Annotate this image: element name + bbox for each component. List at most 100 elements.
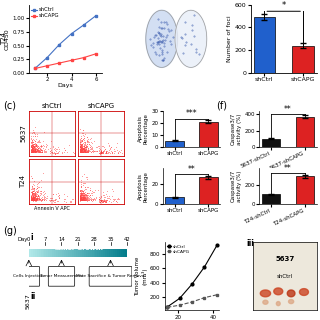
Point	[104, 151, 109, 156]
Point	[78, 197, 83, 202]
Polygon shape	[289, 300, 294, 304]
Point	[82, 195, 87, 200]
Point	[29, 195, 35, 200]
Point	[78, 196, 83, 202]
Point	[35, 196, 40, 202]
Point	[103, 198, 108, 203]
Point	[99, 150, 104, 156]
Point	[83, 196, 88, 201]
Point	[77, 144, 83, 149]
Point	[35, 144, 40, 149]
Bar	[72, 249, 74, 257]
Point	[34, 148, 39, 153]
Point	[80, 132, 85, 138]
Point	[82, 149, 87, 154]
Point	[82, 192, 87, 197]
Point	[120, 151, 125, 156]
Point	[79, 192, 84, 197]
Point	[39, 148, 44, 153]
Point	[79, 146, 84, 151]
Point	[40, 197, 45, 203]
Point	[35, 189, 40, 195]
Point	[44, 197, 49, 203]
Point	[68, 199, 73, 204]
Point	[32, 144, 37, 149]
Point	[32, 197, 37, 202]
Point	[78, 148, 83, 153]
Point	[96, 150, 101, 155]
Point	[78, 195, 84, 200]
Point	[34, 142, 39, 148]
Point	[104, 149, 109, 154]
Point	[49, 148, 54, 153]
Point	[30, 188, 36, 193]
Point	[80, 195, 85, 200]
Point	[95, 149, 100, 154]
Point	[80, 149, 85, 154]
Point	[80, 188, 85, 193]
Point	[84, 148, 89, 154]
Bar	[35, 249, 37, 257]
Point	[78, 190, 84, 195]
Point	[83, 197, 88, 202]
Point	[78, 148, 83, 153]
Point	[33, 148, 38, 154]
Point	[93, 194, 98, 199]
Point	[56, 193, 61, 198]
Bar	[54, 249, 56, 257]
Point	[31, 196, 36, 202]
Point	[30, 195, 36, 200]
Point	[96, 196, 101, 202]
Point	[36, 140, 41, 145]
Point	[36, 194, 41, 199]
Point	[28, 194, 34, 199]
Point	[31, 149, 36, 154]
Point	[100, 150, 105, 156]
Point	[84, 195, 90, 200]
Point	[29, 148, 35, 154]
Point	[92, 188, 97, 193]
Point	[34, 197, 39, 202]
Bar	[123, 249, 125, 257]
Point	[98, 199, 103, 204]
Point	[87, 142, 92, 148]
Point	[82, 149, 87, 154]
Point	[32, 148, 37, 153]
Text: i: i	[30, 233, 33, 242]
Point	[83, 185, 88, 190]
Point	[78, 149, 83, 154]
Point	[78, 148, 83, 154]
Point	[80, 197, 85, 203]
Point	[29, 190, 34, 195]
Point	[77, 197, 83, 202]
Point	[83, 140, 88, 145]
Point	[82, 192, 87, 197]
Point	[39, 148, 44, 153]
Point	[29, 196, 34, 202]
Point	[77, 148, 83, 153]
Bar	[103, 249, 105, 257]
Point	[29, 196, 34, 202]
Bar	[62, 249, 64, 257]
Point	[84, 134, 89, 140]
Point	[78, 184, 83, 189]
Point	[62, 191, 67, 196]
Point	[80, 149, 85, 154]
Point	[31, 193, 36, 198]
Point	[78, 136, 84, 141]
Point	[79, 143, 84, 148]
Point	[35, 195, 40, 200]
Point	[29, 198, 34, 203]
Point	[31, 196, 36, 201]
Point	[78, 190, 83, 196]
shCAPG	[215, 293, 219, 297]
Point	[33, 147, 38, 152]
Point	[30, 197, 35, 203]
Point	[41, 150, 46, 155]
Y-axis label: Tumor Volume
(mm³): Tumor Volume (mm³)	[135, 257, 147, 296]
Point	[79, 149, 84, 155]
Point	[36, 193, 41, 198]
Point	[34, 196, 39, 201]
Point	[83, 148, 88, 153]
Point	[81, 146, 86, 151]
